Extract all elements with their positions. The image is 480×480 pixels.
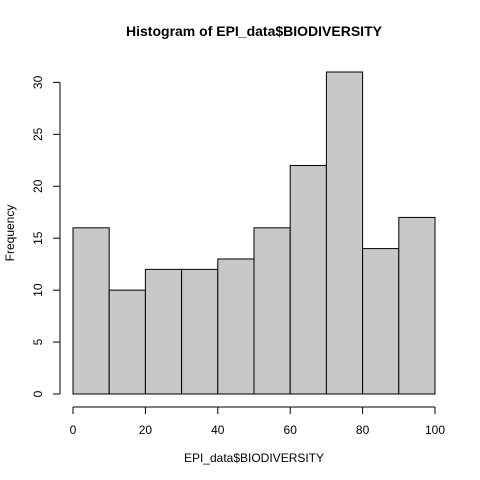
histogram-bar-8 [362,248,400,395]
y-tick-label-2: 10 [31,283,45,297]
histogram-bar-5 [253,227,291,395]
x-axis-label: EPI_data$BIODIVERSITY [184,451,324,465]
x-tick-label-2: 40 [211,423,225,437]
x-axis: 0 20 40 60 80 100 [70,406,445,437]
x-tick-label-1: 20 [139,423,153,437]
histogram-bar-2 [144,268,183,395]
histogram-bar-7 [325,71,364,395]
x-tick-label-4: 80 [356,423,370,437]
histogram-bar-6 [289,164,327,395]
y-tick-label-0: 0 [31,390,45,397]
y-tick-label-6: 30 [31,75,45,89]
y-tick-label-5: 25 [31,127,45,141]
histogram-bar-0 [72,227,110,395]
x-tick-label-3: 60 [284,423,298,437]
y-axis-label: Frequency [3,205,17,262]
y-tick-label-4: 20 [31,179,45,193]
y-tick-label-3: 15 [31,231,45,245]
histogram-bar-9 [398,216,436,395]
histogram-bar-4 [217,258,255,395]
x-tick-label-5: 100 [425,423,445,437]
x-tick-label-0: 0 [70,423,77,437]
chart-title: Histogram of EPI_data$BIODIVERSITY [126,23,383,39]
y-axis: 0 5 10 15 20 25 30 [31,75,61,397]
y-tick-label-1: 5 [31,338,45,345]
histogram-bar-3 [181,268,219,395]
histogram-bar-1 [108,289,146,395]
bars-group [72,71,436,395]
